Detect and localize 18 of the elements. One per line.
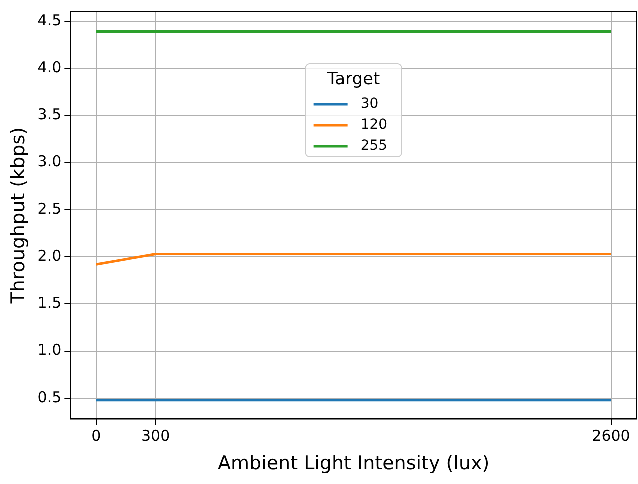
y-tick-label: 3.5: [38, 106, 62, 124]
legend-title: Target: [326, 69, 380, 90]
y-tick-label: 3.0: [38, 152, 62, 171]
legend-label: 255: [360, 138, 388, 154]
y-tick-label: 4.5: [38, 11, 62, 30]
y-axis-title: Throughput (kbps): [7, 127, 30, 305]
legend-label: 120: [360, 117, 388, 134]
y-tick-label: 1.5: [38, 294, 62, 312]
legend-label: 30: [360, 96, 379, 112]
y-tick-label: 2.5: [38, 200, 62, 218]
y-tick-label: 2.0: [38, 246, 62, 265]
y-tick-label: 0.5: [38, 388, 62, 406]
x-axis-title: Ambient Light Intensity (lux): [218, 452, 490, 475]
x-tick-label: 2600: [592, 427, 630, 446]
y-tick-label: 4.0: [38, 58, 62, 76]
y-tick-label: 1.0: [38, 341, 62, 360]
x-tick-label: 300: [141, 427, 170, 446]
x-tick-label: 0: [92, 427, 102, 446]
